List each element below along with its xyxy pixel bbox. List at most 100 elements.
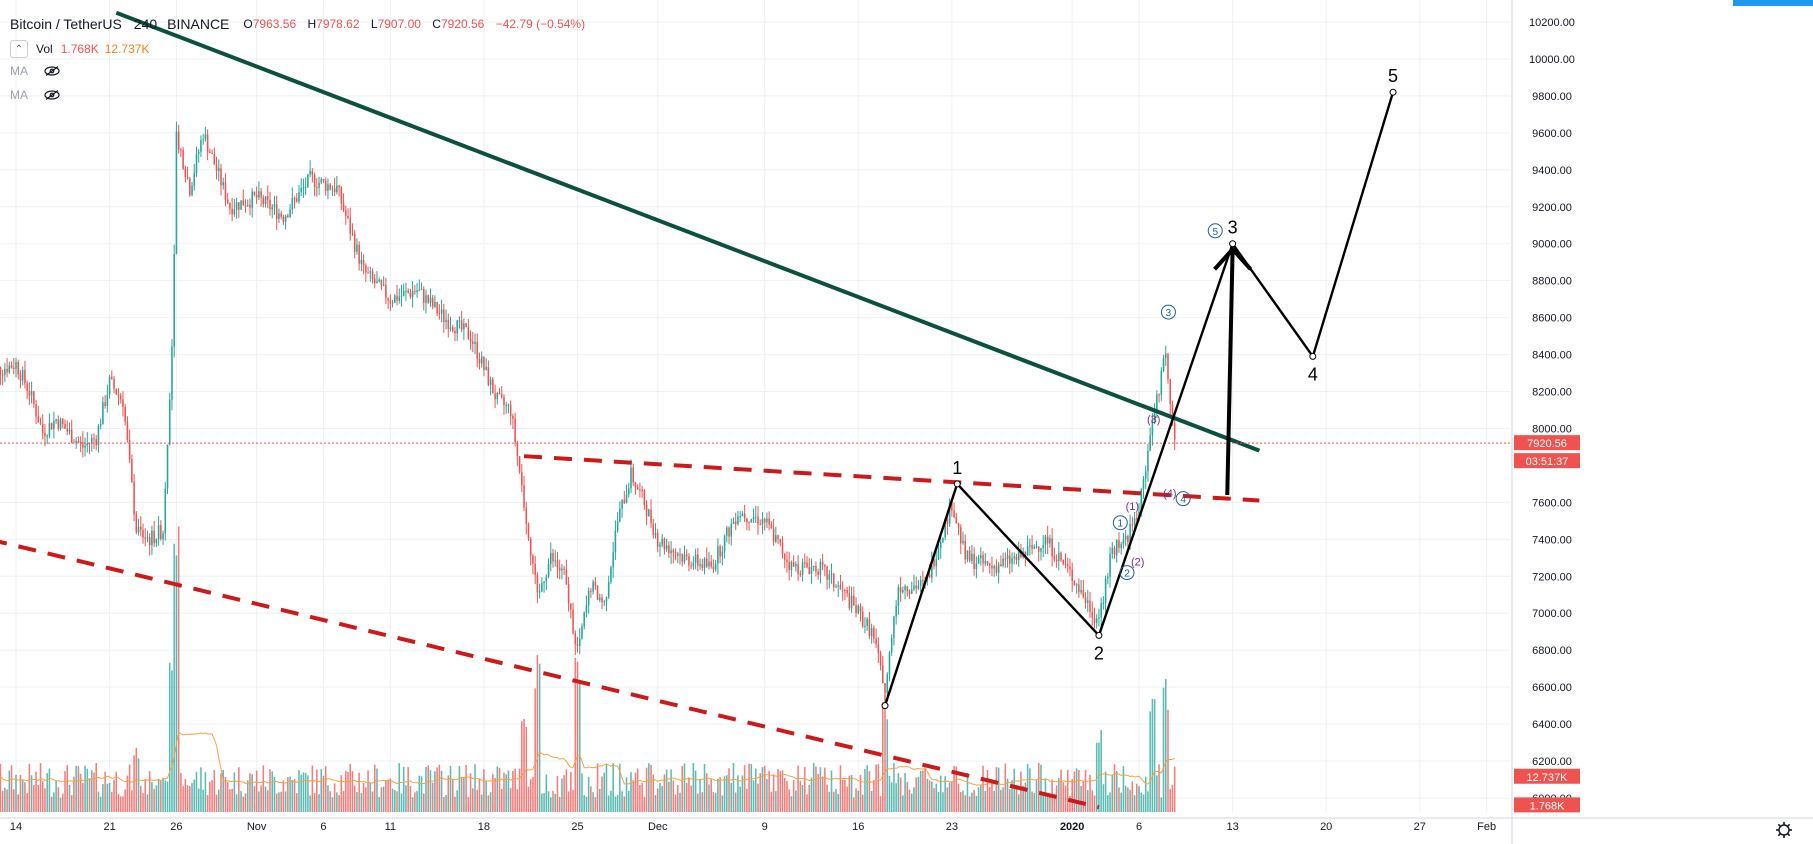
candle-body bbox=[701, 564, 704, 568]
candle-body bbox=[128, 440, 131, 459]
candle-body bbox=[674, 552, 677, 554]
candle-body bbox=[376, 281, 378, 284]
volume-bar bbox=[739, 786, 741, 812]
candle-body bbox=[84, 445, 86, 448]
volume-bar bbox=[195, 771, 198, 812]
candle-body bbox=[336, 185, 338, 193]
volume-bar bbox=[567, 791, 570, 812]
candle-body bbox=[986, 561, 989, 564]
candle-body bbox=[90, 438, 93, 444]
candle-body bbox=[1013, 556, 1016, 559]
volume-bar bbox=[380, 787, 383, 812]
vol-value: 1.768K bbox=[60, 42, 99, 56]
candle-body bbox=[1071, 569, 1073, 581]
candle-body bbox=[632, 467, 634, 483]
volume-bar bbox=[928, 780, 931, 812]
interval-label[interactable]: 240 bbox=[133, 16, 158, 32]
volume-bar bbox=[748, 763, 750, 812]
candle-body bbox=[142, 529, 144, 538]
candle-body bbox=[19, 374, 22, 381]
volume-bar bbox=[48, 768, 51, 812]
candle-body bbox=[440, 309, 443, 314]
eye-hidden-icon[interactable] bbox=[44, 90, 60, 100]
volume-bar bbox=[460, 776, 463, 812]
candle-body bbox=[946, 518, 949, 524]
volume-bar bbox=[953, 765, 955, 812]
candle-body bbox=[614, 530, 617, 553]
x-tick-label: 6 bbox=[1136, 821, 1142, 833]
volume-bar bbox=[993, 790, 995, 812]
volume-bar bbox=[113, 779, 115, 812]
candle-body bbox=[734, 521, 737, 525]
volume-bar bbox=[17, 794, 20, 812]
volume-bar bbox=[1004, 763, 1007, 812]
vol-indicator-name[interactable]: Vol bbox=[36, 42, 53, 56]
volume-bar bbox=[1115, 770, 1118, 812]
volume-bar bbox=[619, 763, 621, 812]
candle-body bbox=[307, 174, 309, 187]
candle-body bbox=[344, 210, 347, 216]
volume-bar bbox=[890, 782, 893, 812]
candle-body bbox=[365, 265, 367, 273]
candle-body bbox=[202, 139, 204, 141]
candle-body bbox=[271, 207, 274, 210]
collapse-icon[interactable]: ⌃ bbox=[10, 40, 28, 58]
candle-body bbox=[726, 527, 728, 536]
candle-body bbox=[563, 568, 565, 570]
candle-body bbox=[1091, 612, 1094, 618]
volume-bar bbox=[298, 770, 300, 812]
candle-body bbox=[643, 490, 646, 505]
volume-bar bbox=[973, 790, 975, 812]
candle-body bbox=[556, 560, 559, 568]
candle-body bbox=[549, 553, 552, 564]
eye-hidden-icon[interactable] bbox=[44, 66, 60, 76]
volume-bar bbox=[494, 777, 496, 812]
symbol-name[interactable]: Bitcoin / TetherUS bbox=[10, 16, 122, 32]
candle-body bbox=[717, 546, 719, 564]
volume-bar bbox=[1122, 766, 1125, 812]
ma-indicator-1[interactable]: MA bbox=[10, 64, 28, 78]
candle-body bbox=[1171, 403, 1174, 423]
candle-body bbox=[333, 188, 336, 193]
trendline-neckline bbox=[523, 454, 1260, 503]
volume-bar bbox=[478, 778, 481, 812]
volume-bar bbox=[1, 790, 4, 812]
candle-body bbox=[1062, 560, 1065, 564]
volume-bar bbox=[456, 790, 458, 812]
candle-body bbox=[739, 516, 741, 518]
volume-bar bbox=[549, 797, 552, 812]
candle-body bbox=[605, 597, 608, 602]
candle-body bbox=[1113, 547, 1116, 555]
candle-body bbox=[663, 538, 666, 550]
candle-body bbox=[625, 494, 628, 504]
ma-indicator-2[interactable]: MA bbox=[10, 88, 28, 102]
volume-bar bbox=[371, 791, 374, 812]
candle-body bbox=[164, 488, 167, 534]
volume-bar bbox=[730, 782, 733, 812]
volume-bar bbox=[86, 768, 89, 812]
volume-bar bbox=[451, 779, 454, 812]
volume-bar bbox=[224, 776, 227, 812]
change-value: −42.79 (−0.54%) bbox=[495, 17, 586, 31]
candle-body bbox=[316, 187, 318, 189]
volume-bar bbox=[155, 785, 158, 812]
volume-bar bbox=[1040, 764, 1042, 812]
volume-bar bbox=[171, 670, 173, 812]
candle-body bbox=[973, 553, 975, 570]
volume-bar bbox=[527, 786, 530, 812]
volume-bar bbox=[434, 771, 436, 812]
candle-body bbox=[353, 233, 356, 252]
volume-bar bbox=[184, 778, 187, 812]
candle-body bbox=[173, 254, 175, 347]
settings-icon[interactable] bbox=[1776, 822, 1792, 838]
volume-bar bbox=[1006, 778, 1009, 812]
volume-bar bbox=[1131, 781, 1134, 812]
candle-body bbox=[525, 507, 528, 524]
candle-body bbox=[233, 209, 236, 215]
volume-bar bbox=[204, 772, 207, 812]
candle-body bbox=[258, 191, 260, 198]
candle-body bbox=[340, 187, 343, 204]
ohlc-close-value: 7920.56 bbox=[440, 17, 485, 31]
